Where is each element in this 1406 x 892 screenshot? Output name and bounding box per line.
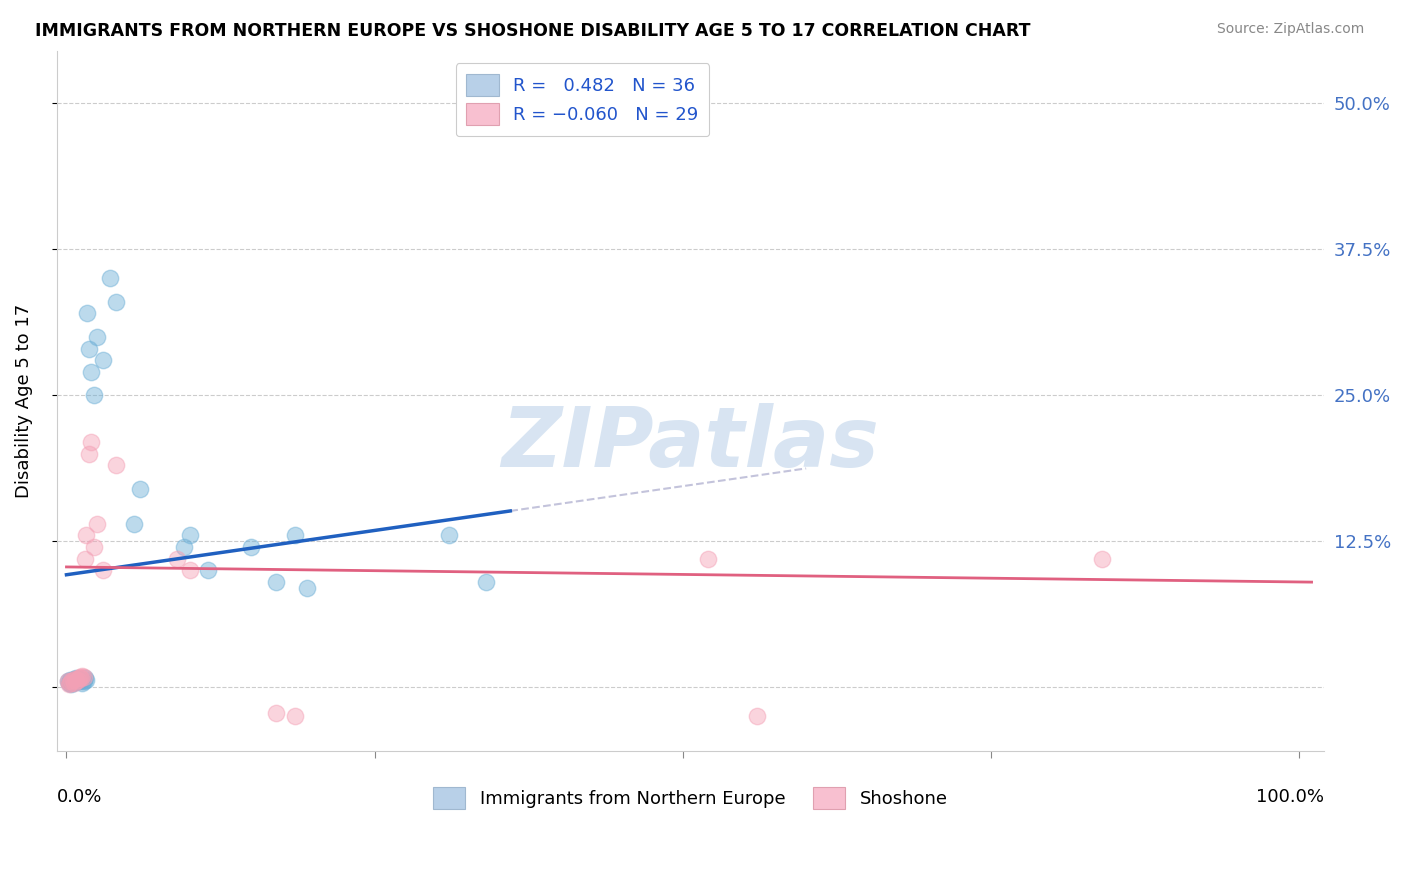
Text: 100.0%: 100.0%: [1256, 788, 1324, 806]
Point: [474, 575, 496, 590]
Point: [77, 342, 100, 356]
Point: [104, 294, 127, 309]
Text: ZIPatlas: ZIPatlas: [502, 402, 879, 483]
Legend: Immigrants from Northern Europe, Shoshone: Immigrants from Northern Europe, Shoshon…: [426, 780, 955, 816]
Point: [59, 675, 82, 690]
Point: [77, 447, 100, 461]
Point: [70, 674, 93, 689]
Point: [295, 581, 318, 595]
Point: [63, 672, 86, 686]
Point: [283, 528, 305, 542]
Point: [58, 677, 80, 691]
Point: [179, 528, 201, 542]
Point: [56, 674, 79, 689]
Point: [75, 528, 97, 542]
Point: [73, 671, 96, 685]
Point: [80, 365, 103, 379]
Point: [86, 330, 108, 344]
Point: [83, 540, 105, 554]
Text: IMMIGRANTS FROM NORTHERN EUROPE VS SHOSHONE DISABILITY AGE 5 TO 17 CORRELATION C: IMMIGRANTS FROM NORTHERN EUROPE VS SHOSH…: [35, 22, 1031, 40]
Point: [59, 673, 82, 688]
Point: [129, 482, 152, 496]
Point: [70, 671, 93, 685]
Point: [696, 551, 718, 566]
Point: [67, 671, 90, 685]
Point: [69, 673, 91, 688]
Point: [1091, 551, 1114, 566]
Y-axis label: Disability Age 5 to 17: Disability Age 5 to 17: [15, 304, 32, 499]
Point: [124, 516, 146, 531]
Point: [104, 458, 127, 473]
Point: [76, 306, 98, 320]
Point: [179, 563, 201, 577]
Point: [73, 670, 96, 684]
Text: Source: ZipAtlas.com: Source: ZipAtlas.com: [1216, 22, 1364, 37]
Point: [60, 677, 83, 691]
Point: [69, 670, 91, 684]
Point: [98, 271, 121, 285]
Point: [166, 551, 188, 566]
Point: [63, 672, 86, 686]
Point: [283, 709, 305, 723]
Point: [80, 434, 103, 449]
Point: [65, 674, 87, 689]
Point: [93, 563, 115, 577]
Point: [173, 540, 195, 554]
Point: [66, 673, 89, 688]
Point: [437, 528, 460, 542]
Point: [745, 709, 768, 723]
Point: [73, 551, 96, 566]
Point: [73, 674, 96, 689]
Point: [264, 575, 287, 590]
Point: [86, 516, 108, 531]
Point: [197, 563, 219, 577]
Point: [62, 674, 84, 689]
Text: 0.0%: 0.0%: [56, 788, 103, 806]
Point: [72, 675, 94, 690]
Point: [62, 673, 84, 688]
Point: [93, 353, 115, 368]
Point: [65, 671, 87, 685]
Point: [63, 673, 86, 688]
Point: [83, 388, 105, 402]
Point: [75, 673, 97, 688]
Point: [264, 706, 287, 720]
Point: [67, 672, 90, 686]
Point: [62, 675, 84, 690]
Point: [240, 540, 263, 554]
Point: [66, 674, 89, 689]
Point: [56, 674, 79, 689]
Point: [58, 675, 80, 690]
Point: [60, 674, 83, 689]
Point: [72, 668, 94, 682]
Point: [63, 675, 86, 690]
